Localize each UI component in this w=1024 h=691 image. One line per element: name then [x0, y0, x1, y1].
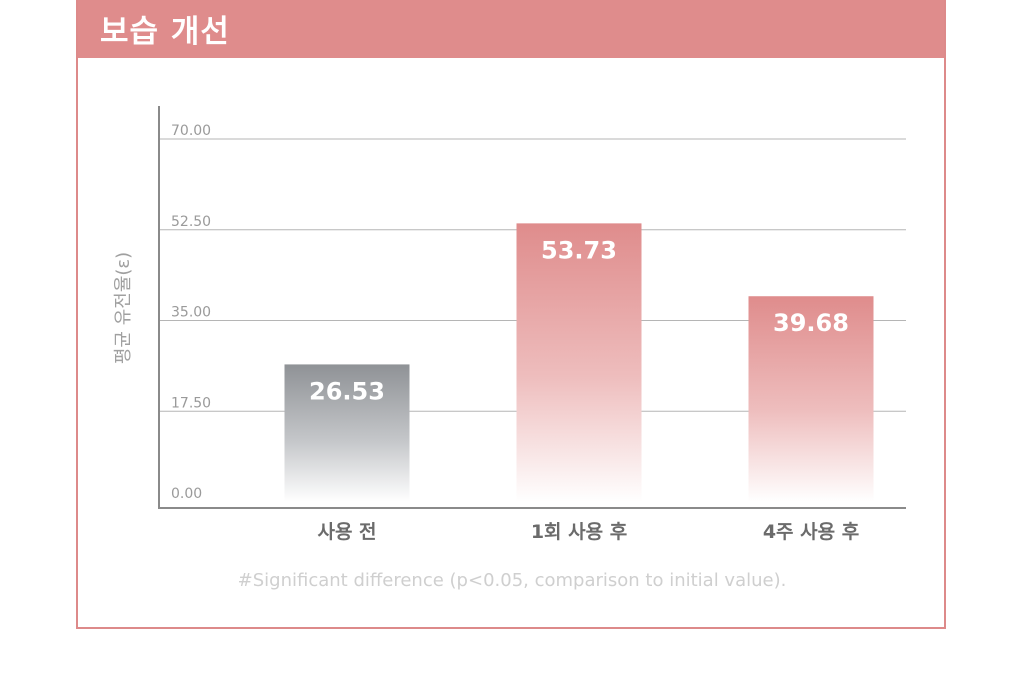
y-tick-label: 52.50	[171, 214, 211, 230]
bar	[516, 223, 642, 502]
y-tick-label: 35.00	[171, 305, 211, 321]
bars: 26.53 사용 전 53.73 1회 사용 후 39.68 4주 사용 후	[284, 223, 874, 543]
x-category-label: 사용 전	[317, 521, 376, 543]
axes	[158, 106, 906, 509]
x-category-label: 4주 사용 후	[763, 521, 859, 543]
footnote: #Significant difference (p<0.05, compari…	[238, 570, 787, 591]
bar-value-label: 39.68	[773, 309, 849, 337]
chart-header: 보습 개선	[78, 0, 944, 58]
y-tick-label: 0.00	[171, 486, 202, 502]
y-tick-label: 70.00	[171, 123, 211, 139]
y-axis-label: 평균 유전율(ε)	[113, 252, 134, 364]
chart-title: 보습 개선	[100, 14, 230, 50]
bar-value-label: 53.73	[541, 236, 617, 264]
y-tick-label: 17.50	[171, 395, 211, 411]
bar-value-label: 26.53	[309, 377, 385, 405]
x-category-label: 1회 사용 후	[531, 521, 627, 543]
bar	[284, 364, 410, 502]
bar	[748, 296, 874, 502]
